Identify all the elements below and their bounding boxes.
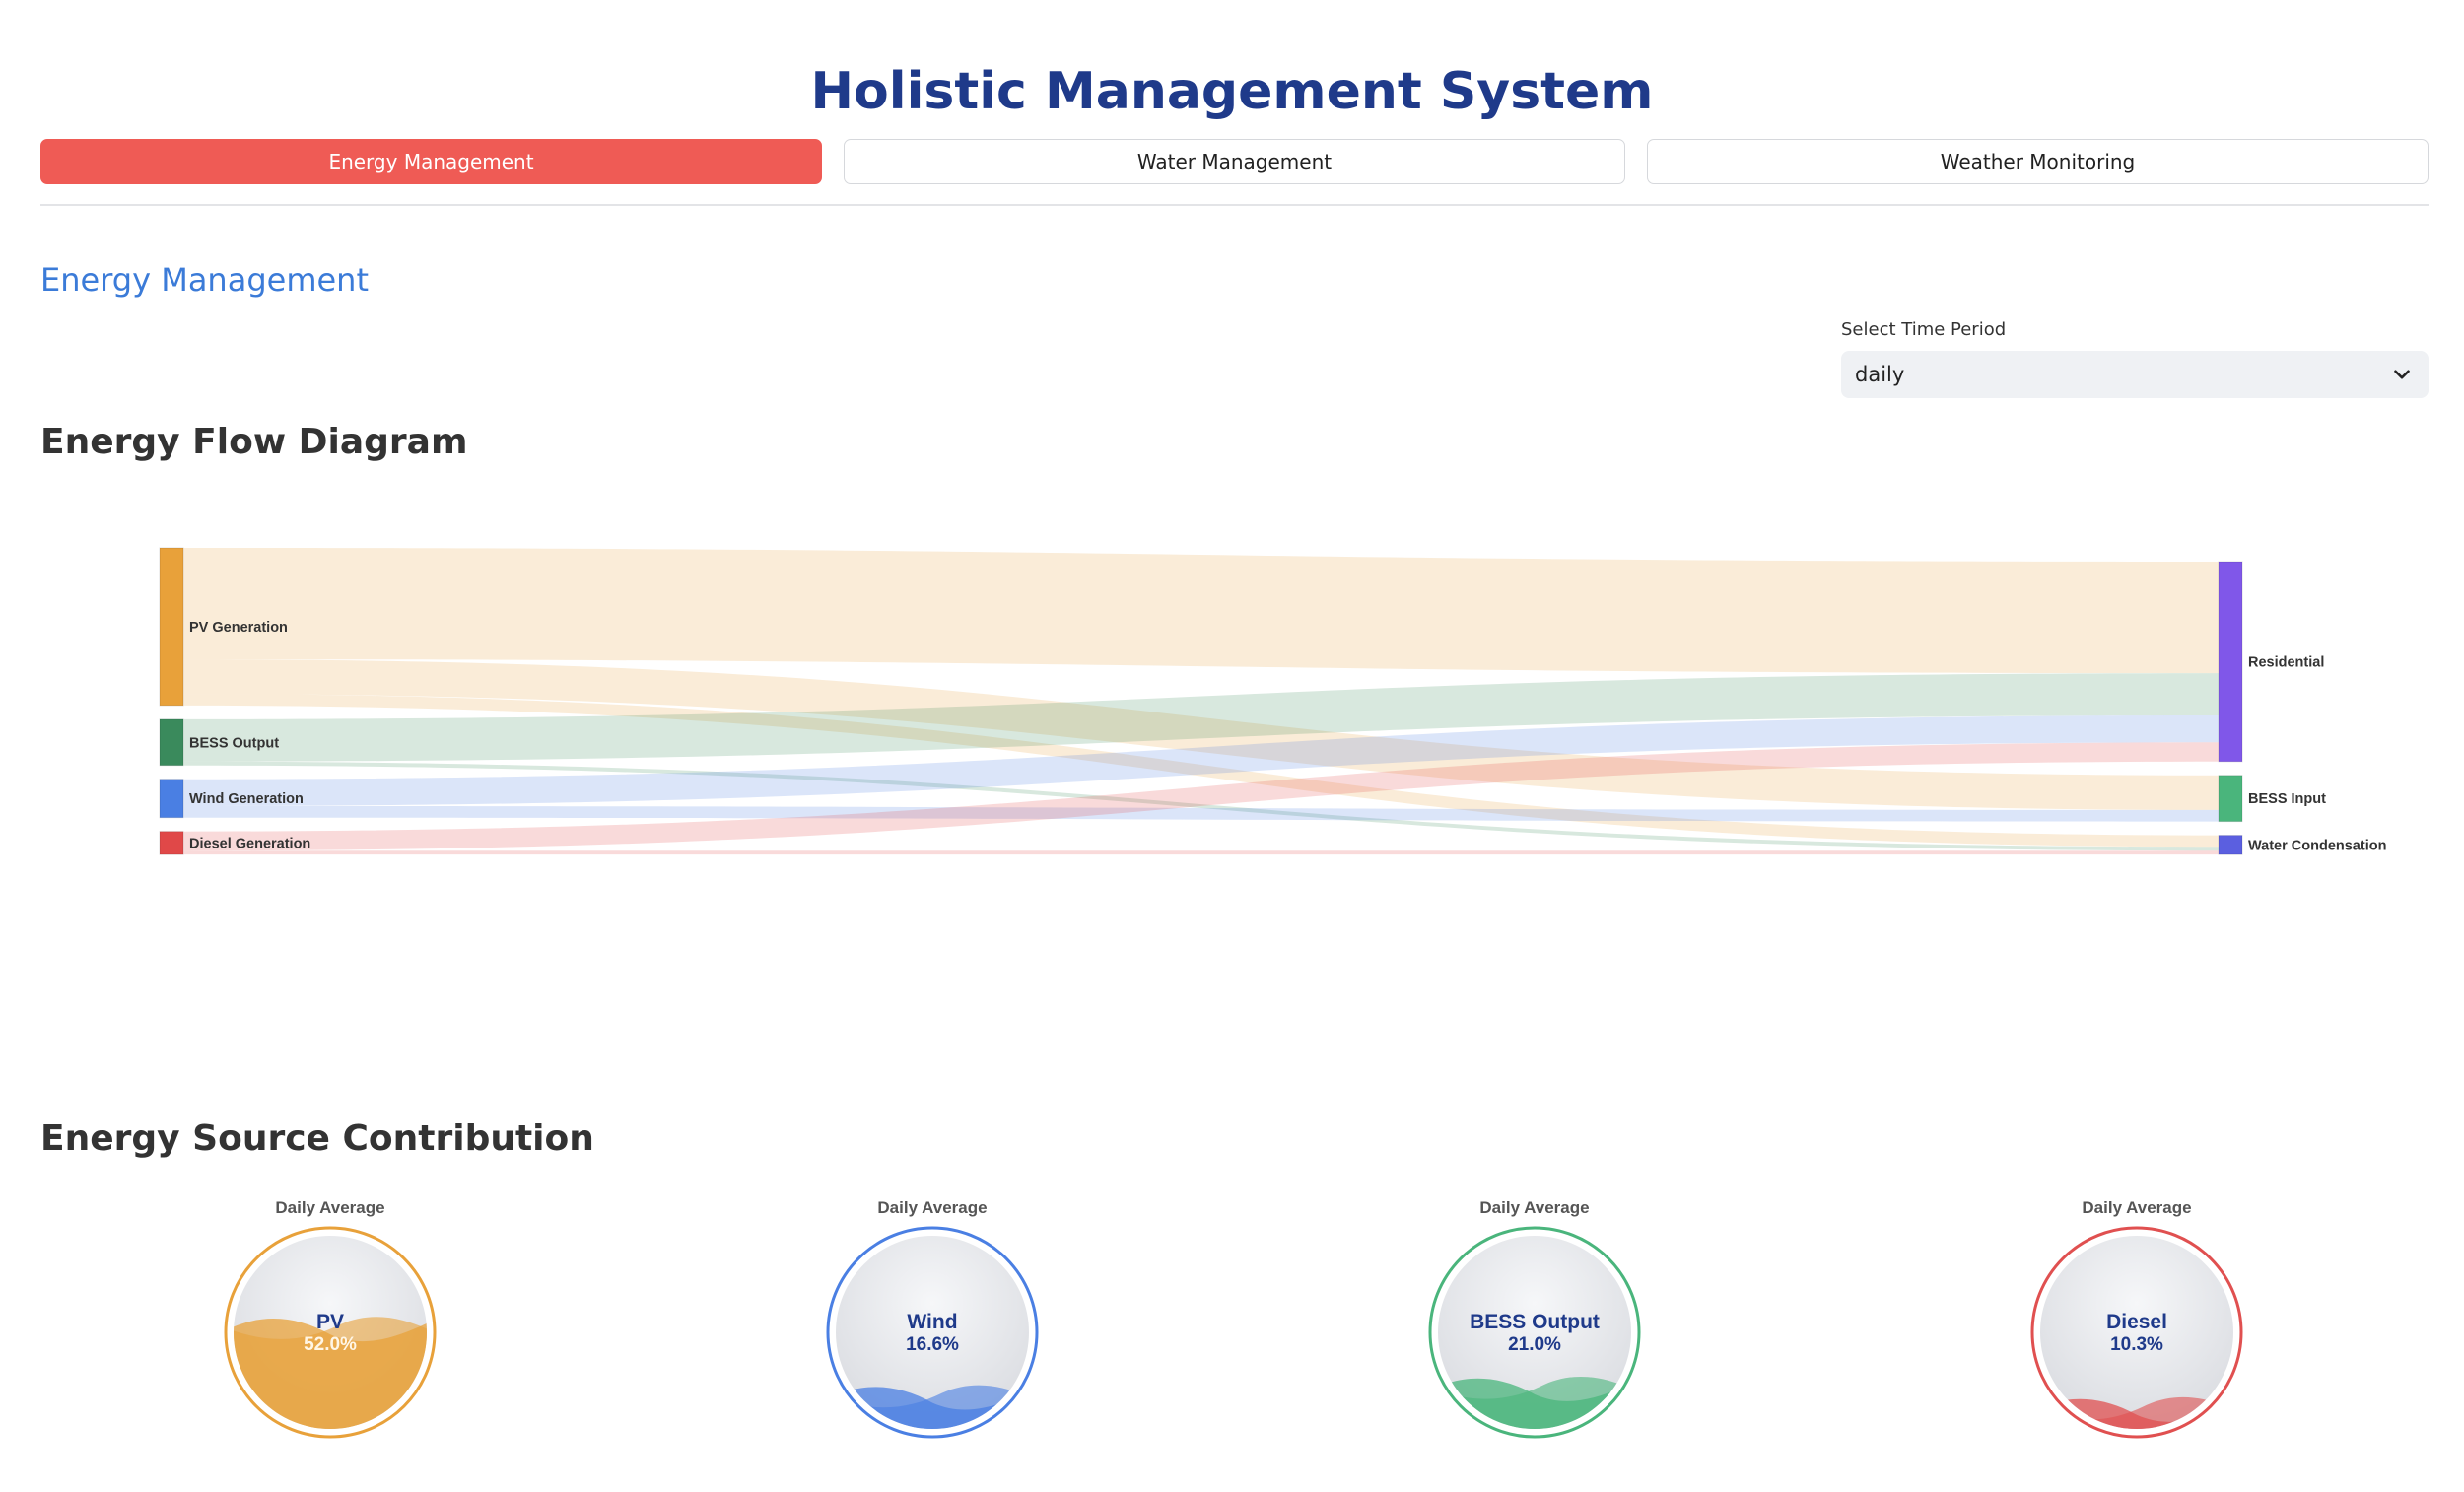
gauge-value: 16.6% xyxy=(906,1334,959,1355)
gauge-caption: Daily Average xyxy=(2082,1198,2192,1217)
tab-weather-monitoring[interactable]: Weather Monitoring xyxy=(1647,139,2429,184)
gauge-pv: Daily Average PV 52.0% xyxy=(212,1198,448,1445)
source-node-label: Diesel Generation xyxy=(189,836,310,851)
gauge-face xyxy=(836,1236,1029,1429)
gauge-source-name: BESS Output xyxy=(1470,1311,1600,1333)
tab-energy-management[interactable]: Energy Management xyxy=(40,139,822,184)
period-label: Select Time Period xyxy=(1841,319,2007,340)
gauge-wind: Daily Average Wind 16.6% xyxy=(814,1198,1051,1445)
target-node-label: BESS Input xyxy=(2248,791,2326,807)
gauge-source-name: Diesel xyxy=(2106,1311,2167,1333)
gauge-source-name: Wind xyxy=(907,1311,957,1333)
flow-link-wind-generation-to-bess-input xyxy=(183,806,2219,822)
flow-link-diesel-generation-to-water-condensation xyxy=(183,850,2219,855)
target-node-bess-input xyxy=(2218,775,2243,823)
tab-divider xyxy=(40,204,2429,206)
gauge-caption: Daily Average xyxy=(275,1198,385,1217)
gauge-caption: Daily Average xyxy=(877,1198,988,1217)
tab-water-management[interactable]: Water Management xyxy=(844,139,1625,184)
source-node-label: Wind Generation xyxy=(189,791,304,807)
gauge-face xyxy=(2040,1236,2233,1429)
target-node-label: Residential xyxy=(2248,654,2324,670)
period-select-value: daily xyxy=(1855,363,1905,386)
flow-link-pv-generation-to-residential xyxy=(183,548,2219,674)
flow-link-diesel-generation-to-residential xyxy=(183,742,2219,851)
gauge-fill-wave xyxy=(1438,1376,1631,1429)
source-node-wind-generation xyxy=(159,779,184,819)
target-node-label: Water Condensation xyxy=(2248,838,2386,853)
energy-flow-diagram: PV Generation BESS Output Wind Generation D… xyxy=(159,547,2386,855)
gauge-fill-wave xyxy=(836,1385,1029,1429)
contribution-heading: Energy Source Contribution xyxy=(40,1119,594,1159)
flow-link-wind-generation-to-residential xyxy=(183,715,2219,806)
flow-link-pv-generation-to-water-condensation xyxy=(183,694,2219,848)
target-node-water-condensation xyxy=(2218,835,2243,855)
gauge-caption: Daily Average xyxy=(1479,1198,1590,1217)
source-node-diesel-generation xyxy=(159,831,184,855)
source-node-bess-output xyxy=(159,718,184,767)
target-node-residential xyxy=(2218,561,2243,763)
flow-link-pv-generation-to-bess-input xyxy=(183,659,2219,810)
source-node-label: PV Generation xyxy=(189,620,288,636)
section-title: Energy Management xyxy=(40,261,369,299)
source-node-pv-generation xyxy=(159,547,184,707)
period-select[interactable]: daily xyxy=(1841,351,2429,398)
chevron-down-icon xyxy=(2394,370,2410,379)
gauge-value: 52.0% xyxy=(304,1334,357,1355)
gauge-diesel: Daily Average Diesel 10.3% xyxy=(2019,1198,2255,1445)
gauge-source-name: PV xyxy=(316,1311,344,1333)
flow-link-bess-output-to-water-condensation xyxy=(183,761,2219,851)
app-title: Holistic Management System xyxy=(810,62,1654,121)
flow-heading: Energy Flow Diagram xyxy=(40,422,468,462)
flow-link-bess-output-to-residential xyxy=(183,673,2219,762)
gauge-bess-output: Daily Average BESS Output 21.0% xyxy=(1416,1198,1653,1445)
gauge-value: 10.3% xyxy=(2110,1334,2163,1355)
gauge-value: 21.0% xyxy=(1508,1334,1561,1355)
source-node-label: BESS Output xyxy=(189,735,279,751)
